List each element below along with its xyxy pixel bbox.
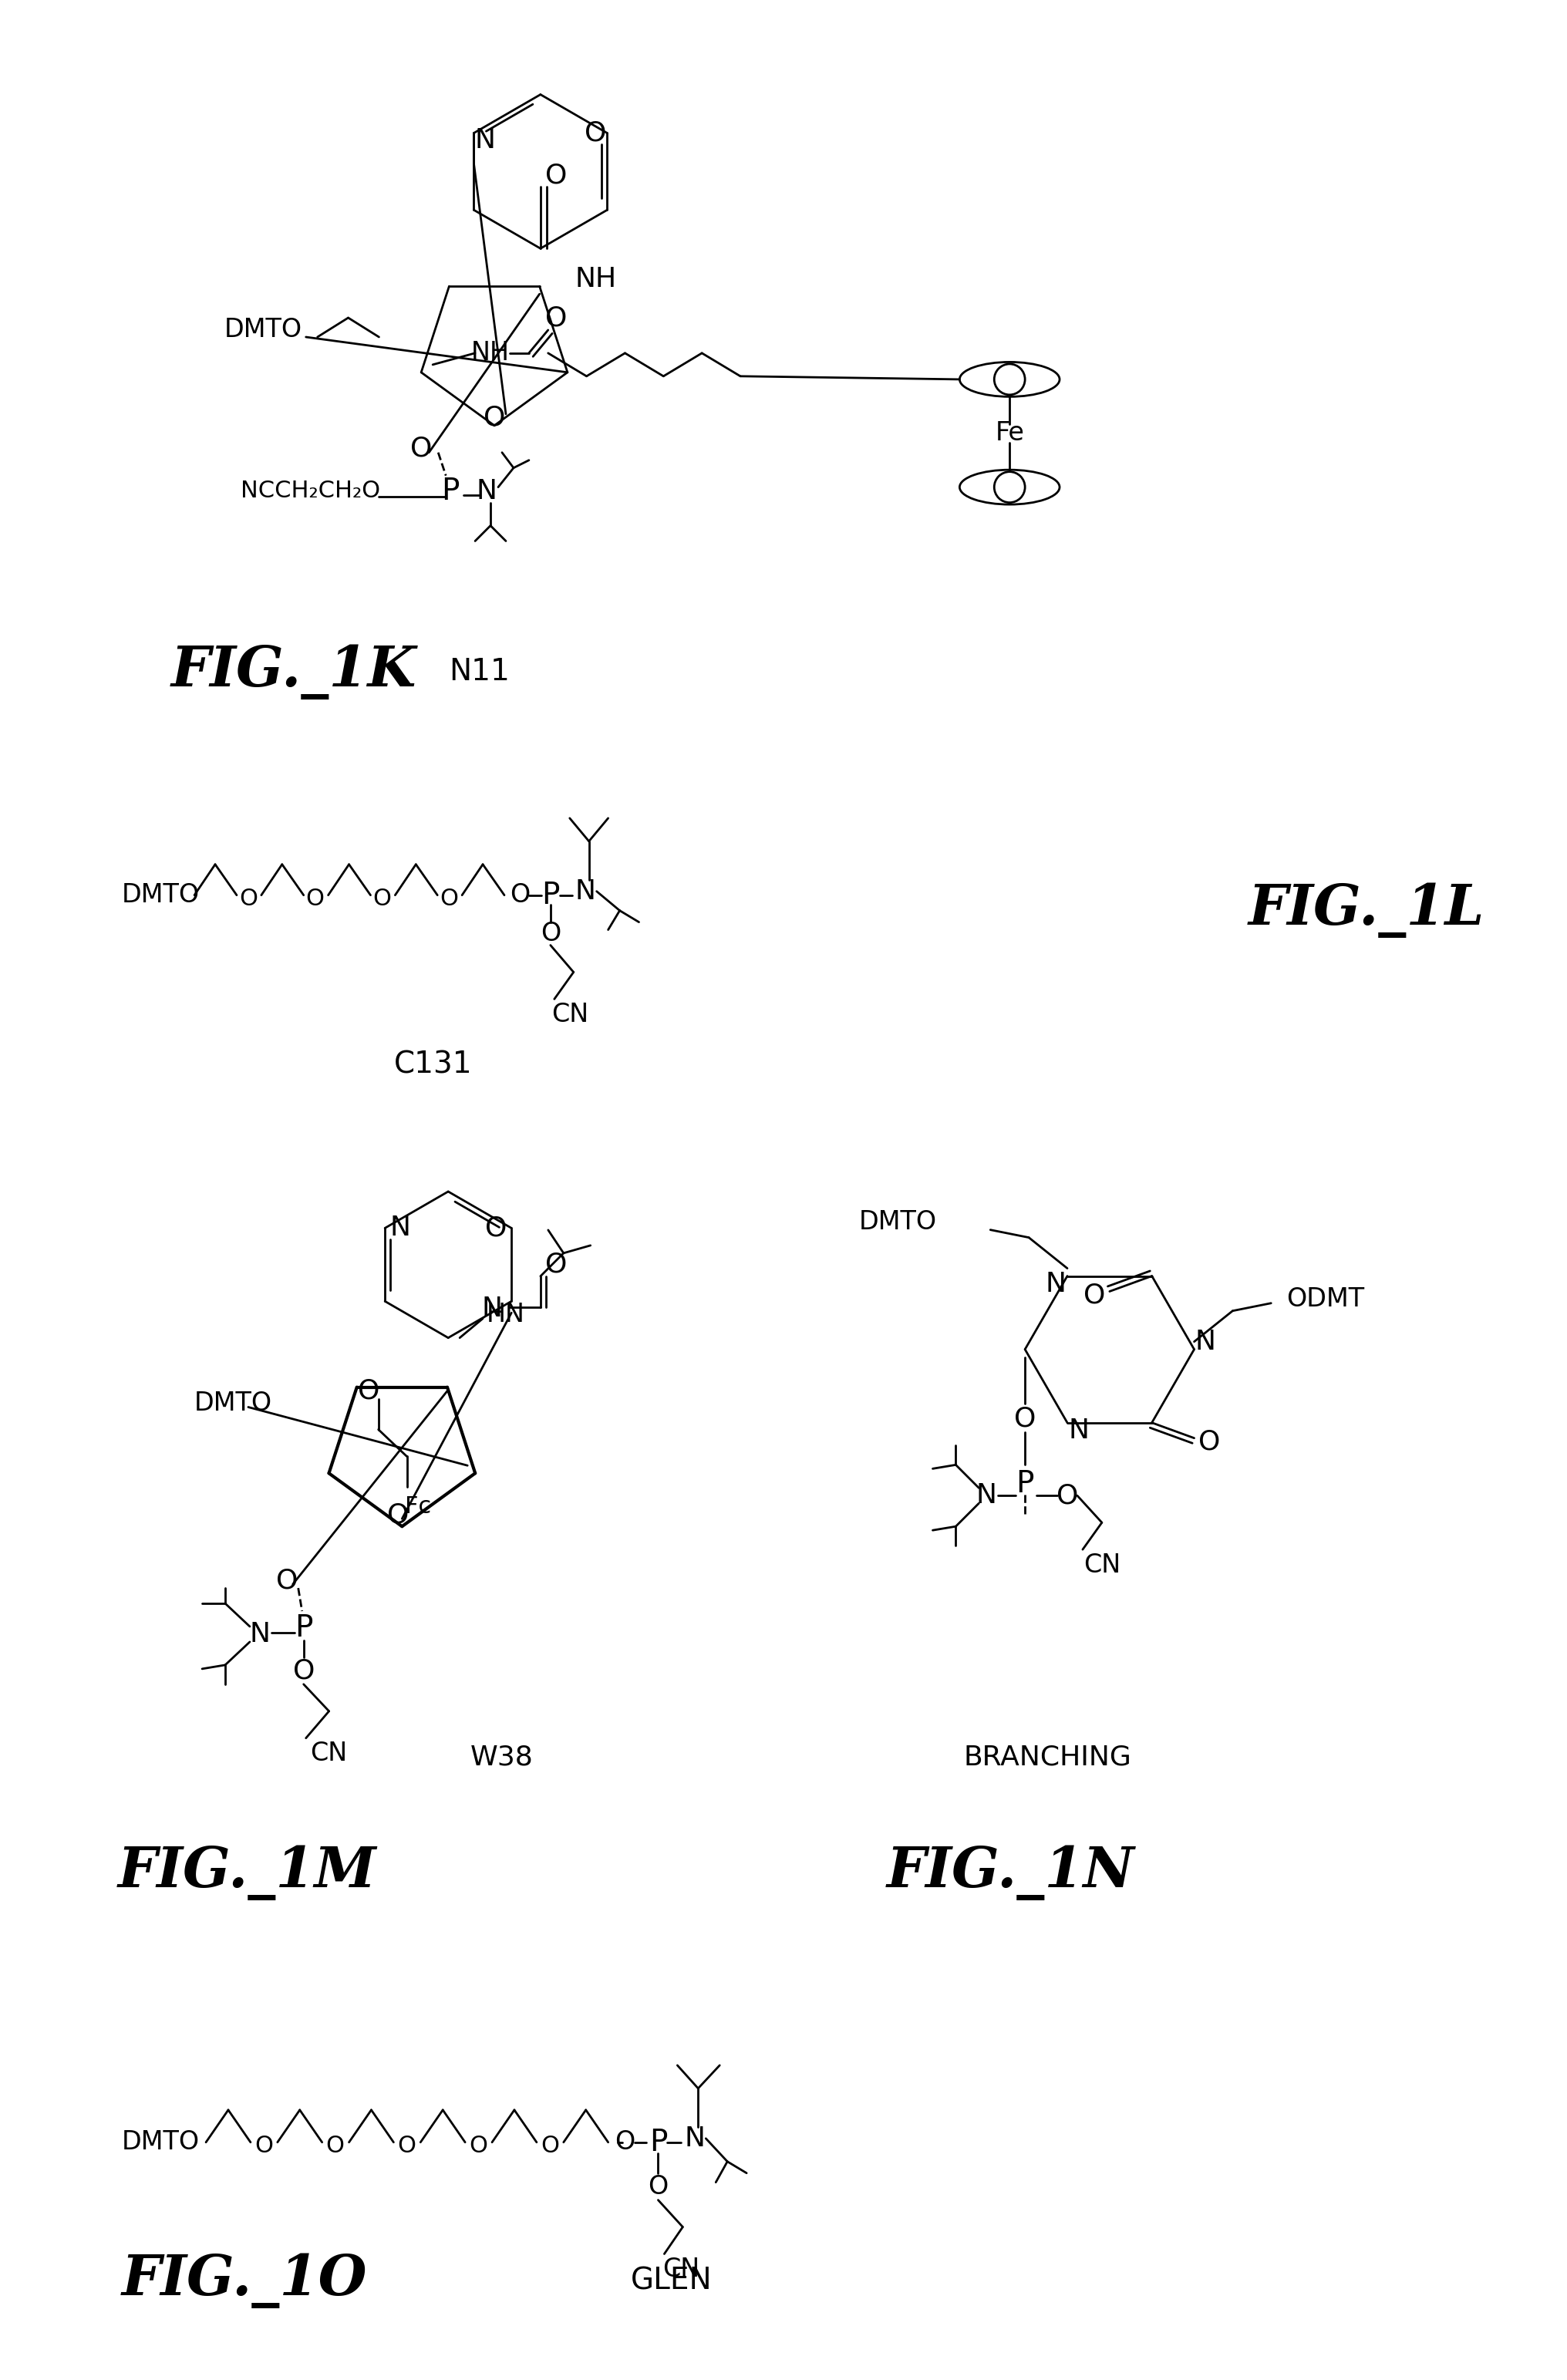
- Text: NCCH₂CH₂O: NCCH₂CH₂O: [241, 481, 381, 502]
- Text: P: P: [1015, 1468, 1034, 1499]
- Text: CN: CN: [1083, 1552, 1120, 1578]
- Text: DMTO: DMTO: [121, 883, 199, 907]
- Text: HN: HN: [487, 1302, 525, 1328]
- Text: O: O: [486, 1216, 508, 1242]
- Text: O: O: [440, 888, 458, 909]
- Text: DMTO: DMTO: [859, 1209, 937, 1235]
- Text: O: O: [293, 1659, 315, 1685]
- Text: O: O: [614, 2130, 635, 2154]
- Text: BRANCHING: BRANCHING: [964, 1745, 1131, 1771]
- Text: NH: NH: [472, 340, 509, 367]
- Text: GLEN: GLEN: [630, 2266, 711, 2297]
- Text: FIG._1M: FIG._1M: [118, 1845, 376, 1899]
- Text: NH: NH: [575, 267, 617, 293]
- Text: FIG._1L: FIG._1L: [1247, 883, 1484, 938]
- Text: N: N: [1196, 1328, 1216, 1354]
- Text: N: N: [1045, 1271, 1066, 1297]
- Text: FIG._1O: FIG._1O: [121, 2254, 367, 2309]
- Text: N: N: [1069, 1416, 1089, 1445]
- Text: O: O: [509, 883, 530, 907]
- Text: ODMT: ODMT: [1287, 1288, 1365, 1311]
- Text: C131: C131: [393, 1050, 472, 1078]
- Text: O: O: [240, 888, 257, 909]
- Text: CN: CN: [552, 1002, 588, 1028]
- Text: O: O: [1083, 1283, 1105, 1309]
- Text: O: O: [1014, 1407, 1036, 1433]
- Text: O: O: [1199, 1428, 1221, 1454]
- Text: DMTO: DMTO: [121, 2130, 199, 2154]
- Text: P: P: [542, 881, 559, 909]
- Text: N: N: [475, 129, 495, 155]
- Text: O: O: [306, 888, 324, 909]
- Text: Fe: Fe: [995, 421, 1025, 445]
- Text: N: N: [476, 478, 497, 505]
- Text: O: O: [357, 1378, 379, 1404]
- Text: O: O: [545, 305, 567, 331]
- Text: DMTO: DMTO: [224, 317, 302, 343]
- Text: O: O: [649, 2175, 668, 2199]
- Text: O: O: [411, 436, 432, 462]
- Text: P: P: [442, 476, 459, 505]
- Text: N: N: [249, 1621, 270, 1647]
- Text: O: O: [254, 2135, 273, 2156]
- Text: O: O: [373, 888, 392, 909]
- Text: O: O: [541, 921, 561, 947]
- Text: DMTO: DMTO: [194, 1390, 273, 1416]
- Text: O: O: [1056, 1483, 1078, 1509]
- Text: O: O: [584, 119, 606, 145]
- Text: O: O: [326, 2135, 345, 2156]
- Text: O: O: [387, 1502, 409, 1528]
- Text: N: N: [575, 878, 595, 904]
- Text: O: O: [276, 1566, 298, 1595]
- Text: O: O: [398, 2135, 415, 2156]
- Text: CN: CN: [310, 1740, 348, 1766]
- Text: FIG._1N: FIG._1N: [887, 1845, 1135, 1899]
- Text: O: O: [469, 2135, 487, 2156]
- Text: O: O: [541, 2135, 559, 2156]
- Text: CN: CN: [663, 2256, 700, 2282]
- Text: O: O: [545, 1252, 567, 1278]
- Text: O: O: [545, 162, 567, 188]
- Text: O: O: [483, 405, 505, 431]
- Text: N: N: [685, 2125, 705, 2152]
- Text: P: P: [649, 2128, 668, 2156]
- Text: N11: N11: [448, 657, 509, 685]
- Text: W38: W38: [470, 1745, 534, 1771]
- Text: N: N: [481, 1295, 503, 1321]
- Text: Fc: Fc: [406, 1495, 431, 1518]
- Text: N: N: [976, 1483, 997, 1509]
- Text: P: P: [295, 1614, 313, 1642]
- Text: N: N: [390, 1216, 411, 1242]
- Text: FIG._1K: FIG._1K: [171, 645, 417, 700]
